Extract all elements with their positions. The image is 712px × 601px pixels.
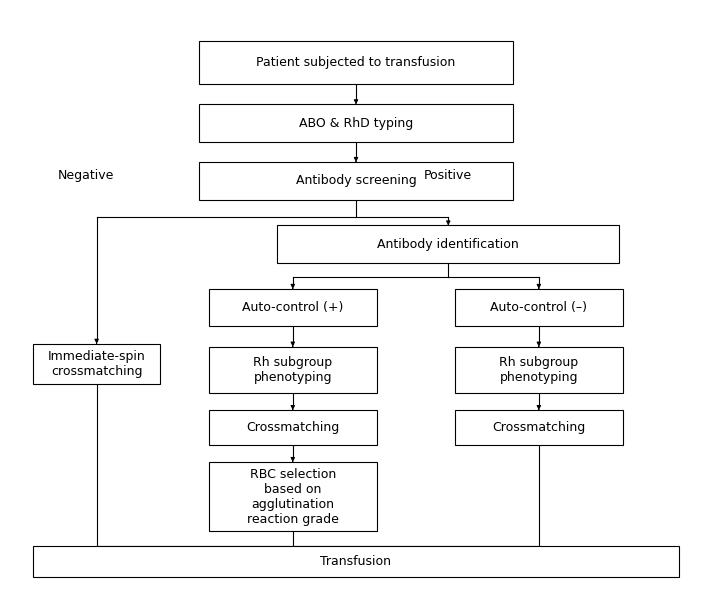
Text: Immediate-spin
crossmatching: Immediate-spin crossmatching <box>48 350 145 378</box>
Text: Positive: Positive <box>424 169 472 182</box>
FancyBboxPatch shape <box>209 347 377 393</box>
FancyBboxPatch shape <box>455 289 622 326</box>
Text: ABO & RhD typing: ABO & RhD typing <box>299 117 413 130</box>
Text: Antibody identification: Antibody identification <box>377 238 519 251</box>
FancyBboxPatch shape <box>209 410 377 445</box>
FancyBboxPatch shape <box>455 410 622 445</box>
Text: Auto-control (+): Auto-control (+) <box>242 301 343 314</box>
Text: Crossmatching: Crossmatching <box>492 421 585 434</box>
Text: Patient subjected to transfusion: Patient subjected to transfusion <box>256 56 456 69</box>
FancyBboxPatch shape <box>278 225 619 263</box>
FancyBboxPatch shape <box>199 105 513 142</box>
FancyBboxPatch shape <box>33 344 159 384</box>
FancyBboxPatch shape <box>199 41 513 84</box>
Text: Rh subgroup
phenotyping: Rh subgroup phenotyping <box>499 356 578 383</box>
FancyBboxPatch shape <box>455 347 622 393</box>
Text: Transfusion: Transfusion <box>320 555 392 568</box>
Text: Crossmatching: Crossmatching <box>246 421 340 434</box>
Text: Antibody screening: Antibody screening <box>295 174 417 188</box>
Text: Auto-control (–): Auto-control (–) <box>491 301 587 314</box>
FancyBboxPatch shape <box>209 289 377 326</box>
Text: Rh subgroup
phenotyping: Rh subgroup phenotyping <box>253 356 333 383</box>
Text: Negative: Negative <box>58 169 114 182</box>
Text: RBC selection
based on
agglutination
reaction grade: RBC selection based on agglutination rea… <box>247 468 339 526</box>
FancyBboxPatch shape <box>33 546 679 578</box>
FancyBboxPatch shape <box>209 462 377 531</box>
FancyBboxPatch shape <box>199 162 513 200</box>
